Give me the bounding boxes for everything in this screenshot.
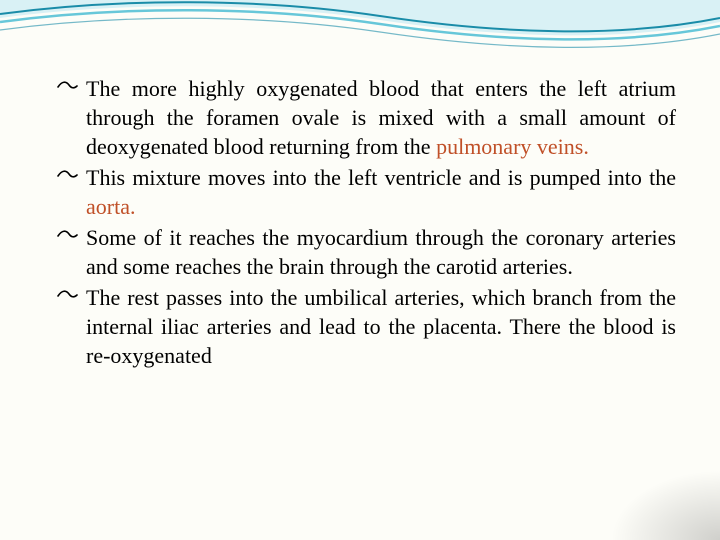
body-text: This mixture moves into the left ventric… — [86, 165, 676, 190]
highlight-text: pulmonary veins. — [436, 134, 589, 159]
bullet-item: The rest passes into the umbilical arter… — [56, 283, 676, 370]
decorative-wave — [0, 0, 720, 60]
bullet-marker-icon — [56, 226, 78, 252]
page-curl-shadow — [610, 470, 720, 540]
bullet-marker-icon — [56, 286, 78, 312]
bullet-marker-icon — [56, 166, 78, 192]
highlight-text: aorta. — [86, 194, 135, 219]
slide-content: The more highly oxygenated blood that en… — [56, 74, 676, 372]
body-text: The rest passes into the umbilical arter… — [86, 285, 676, 368]
bullet-item: The more highly oxygenated blood that en… — [56, 74, 676, 161]
body-text: Some of it reaches the myocardium throug… — [86, 225, 676, 279]
bullet-marker-icon — [56, 77, 78, 103]
bullet-item: Some of it reaches the myocardium throug… — [56, 223, 676, 281]
bullet-item: This mixture moves into the left ventric… — [56, 163, 676, 221]
